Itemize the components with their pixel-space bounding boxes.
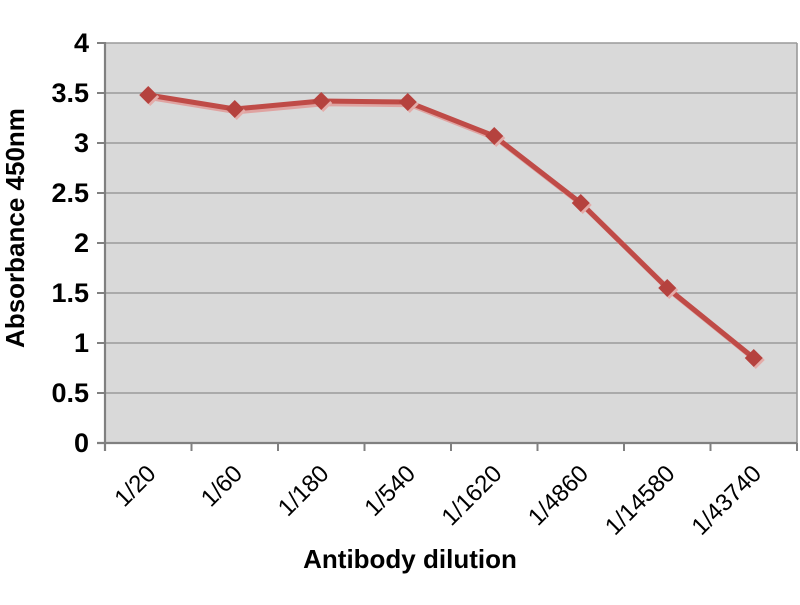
y-tick-label: 4 [74, 28, 89, 58]
y-tick-label: 0 [74, 428, 89, 458]
x-axis-title: Antibody dilution [303, 544, 517, 574]
data-point-marker [571, 194, 590, 212]
y-tick-label: 0.5 [51, 378, 89, 408]
data-point-marker [312, 92, 331, 110]
x-tick-label: 1/1620 [436, 460, 507, 531]
data-series-absorbance [139, 86, 765, 369]
data-point-marker [398, 93, 417, 111]
y-axis-title: Absorbance 450nm [0, 108, 30, 348]
data-point-marker [225, 100, 244, 118]
x-tick-label: 1/20 [109, 460, 161, 512]
y-axis-tick-labels: 0 0.5 1 1.5 2 2.5 3 3.5 4 [51, 28, 89, 458]
x-tick-label: 1/540 [359, 460, 421, 522]
y-tick-label: 2 [74, 228, 89, 258]
axes [97, 42, 798, 451]
x-tick-label: 1/14580 [600, 460, 680, 540]
y-tick-label: 3 [74, 128, 89, 158]
data-point-marker [658, 279, 677, 297]
data-point-marker [139, 86, 158, 104]
data-point-marker [744, 349, 763, 367]
x-tick-label: 1/43740 [687, 460, 767, 540]
x-axis-tick-labels: 1/20 1/60 1/180 1/540 1/1620 1/4860 1/14580 1/4… [109, 460, 767, 540]
y-tick-label: 2.5 [51, 178, 89, 208]
gridlines [105, 42, 798, 443]
y-tick-label: 1 [74, 328, 89, 358]
x-tick-label: 1/180 [273, 460, 335, 522]
data-point-marker [485, 127, 504, 145]
x-tick-label: 1/4860 [523, 460, 594, 531]
x-tick-label: 1/60 [196, 460, 248, 512]
y-tick-label: 1.5 [51, 278, 89, 308]
y-tick-label: 3.5 [51, 78, 89, 108]
series-line [147, 92, 756, 360]
